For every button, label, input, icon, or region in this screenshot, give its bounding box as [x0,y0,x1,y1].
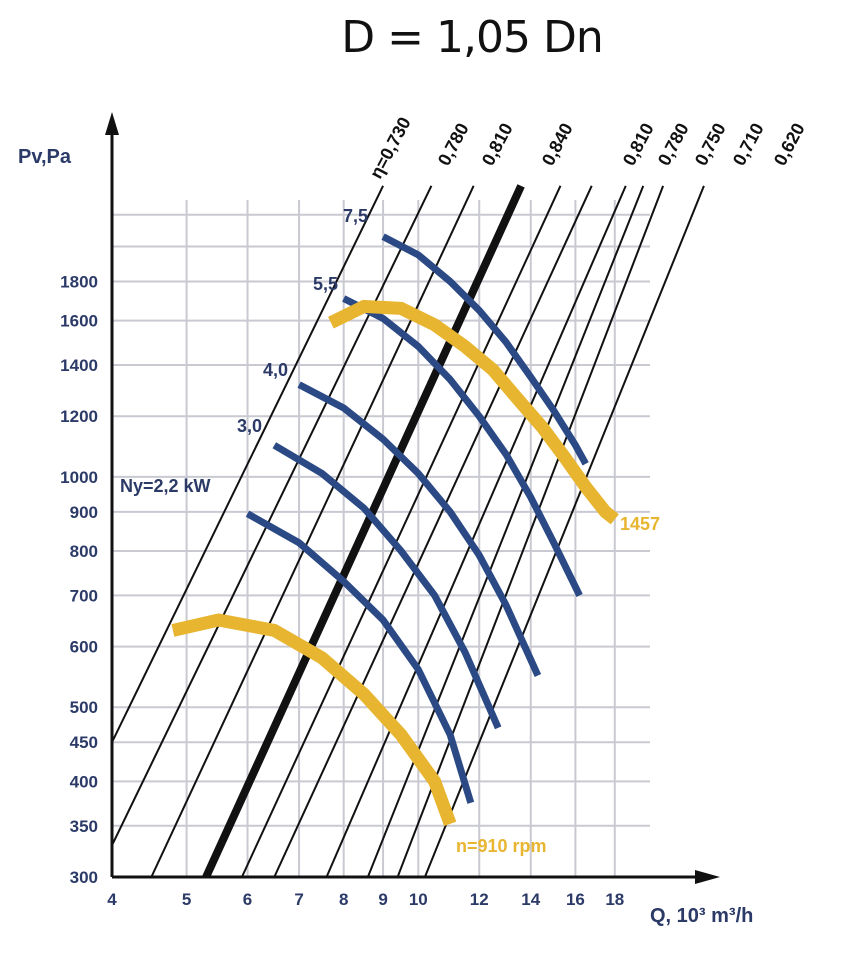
power-curve-label: 5,5 [313,274,338,294]
speed-curve-1 [328,299,619,525]
y-tick-labels: 300 350 400 450 500 600 700 800 900 1000 1200 1400 1… [60,272,98,887]
efficiency-line-8 [396,185,665,877]
axes [105,112,720,884]
chart-title: D = 1,05 Dn [341,12,602,63]
power-curve-label: 3,0 [237,416,262,436]
y-tick-label: 1800 [60,272,98,291]
x-axis-title: Q, 10³ m³/h [650,905,753,927]
power-curve-label: 7,5 [343,206,368,226]
y-axis-arrow [105,112,119,135]
y-tick-label: 1000 [60,468,98,487]
curve-labels: Ny=2,2 kW 3,0 4,0 5,5 7,5 n=910 rpm 1457 [120,206,660,856]
x-tick-label: 4 [107,890,117,909]
power-curve-0 [245,510,475,804]
efficiency-label: η=0,730 [366,114,415,182]
efficiency-line-2 [150,185,475,877]
y-tick-label: 600 [70,638,98,657]
efficiency-label: 0,780 [654,120,693,169]
y-tick-label: 1400 [60,356,98,375]
efficiency-label: 0,620 [770,120,809,169]
speed-curve-label: n=910 rpm [456,836,547,856]
efficiency-line-7 [366,185,645,877]
y-tick-label: 400 [70,772,98,791]
efficiency-label: 0,710 [729,120,768,169]
x-tick-label: 8 [339,890,348,909]
y-tick-label: 450 [70,733,98,752]
x-tick-label: 5 [182,890,191,909]
power-curve-label: 4,0 [263,360,288,380]
y-tick-label: 700 [70,586,98,605]
y-tick-label: 1200 [60,407,98,426]
efficiency-line-1 [112,185,433,846]
x-tick-label: 9 [378,890,387,909]
x-tick-label: 16 [566,890,585,909]
efficiency-label: 0,810 [619,120,658,169]
efficiency-label: 0,840 [538,120,577,169]
efficiency-line-9 [423,185,705,877]
y-tick-label: 1600 [60,312,98,331]
efficiency-line-3 [202,184,525,877]
x-tick-label: 18 [605,890,624,909]
speed-curve-label: 1457 [620,514,660,534]
power-curves [245,233,589,804]
speed-curve-0 [171,613,457,827]
y-tick-label: 350 [70,817,98,836]
x-tick-label: 10 [409,890,428,909]
x-tick-labels: 4 5 6 7 8 9 10 12 14 16 18 [107,890,624,909]
power-curve-label: Ny=2,2 kW [120,476,211,496]
x-axis-arrow [695,870,720,884]
x-tick-label: 6 [243,890,252,909]
power-curve-4 [381,233,589,466]
efficiency-label: 0,780 [434,120,473,169]
x-tick-label: 14 [521,890,540,909]
efficiency-line-6 [325,185,627,877]
power-curve-2 [297,381,542,677]
y-tick-label: 800 [70,542,98,561]
efficiency-line-4 [241,185,562,877]
y-tick-label: 300 [70,868,98,887]
speed-curves [171,299,619,827]
power-curve-1 [272,442,502,730]
efficiency-line-0 [112,185,384,743]
efficiency-label: 0,810 [478,120,517,169]
efficiency-label: 0,750 [691,120,730,169]
x-tick-label: 12 [470,890,489,909]
efficiency-line-5 [273,185,593,877]
x-tick-label: 7 [294,890,303,909]
y-tick-label: 500 [70,698,98,717]
power-curve-3 [342,295,583,597]
y-axis-title: Pv,Pa [18,146,72,168]
y-tick-label: 900 [70,503,98,522]
